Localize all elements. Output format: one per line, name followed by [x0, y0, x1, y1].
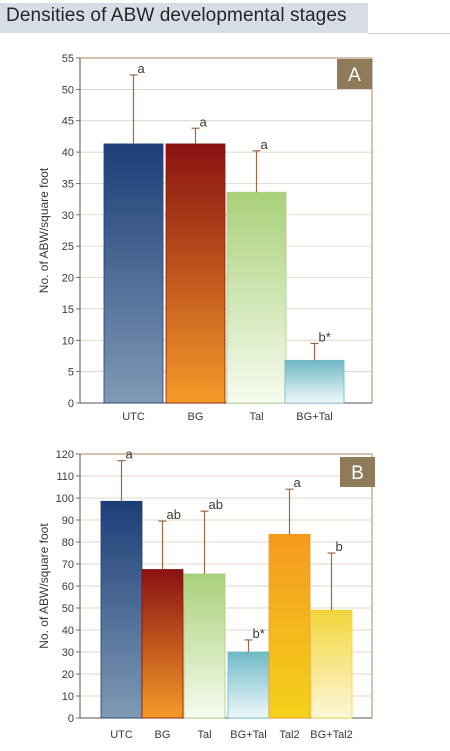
header-rule	[368, 33, 450, 34]
y-tick-label: 50	[62, 84, 74, 96]
significance-letter: a	[294, 475, 302, 490]
y-tick-label: 20	[62, 669, 74, 681]
y-tick-label: 25	[62, 241, 74, 253]
y-tick-label: 55	[62, 53, 74, 65]
figure-header: Densities of ABW developmental stages	[0, 0, 450, 42]
y-tick-label: 10	[62, 335, 74, 347]
bar-bg	[165, 143, 226, 404]
y-tick-label: 30	[62, 210, 74, 222]
y-tick-label: 100	[56, 493, 74, 505]
y-tick-label: 60	[62, 581, 74, 593]
y-tick-label: 40	[62, 625, 74, 637]
y-axis-label: No. of ABW/square foot	[37, 167, 51, 293]
significance-letter: b	[336, 539, 343, 554]
bar-utc	[100, 500, 143, 719]
bar-tal	[226, 191, 287, 404]
y-tick-label: 45	[62, 116, 74, 128]
chart-panel-b: 0 10 20 30 40 50 60 70 80 90 100 110 120 No. of ABW/s…	[37, 448, 375, 741]
bar-tal2	[268, 533, 311, 719]
y-tick-label: 80	[62, 537, 74, 549]
y-tick-label: 50	[62, 603, 74, 615]
significance-letter: a	[200, 114, 208, 129]
category-label: UTC	[122, 411, 145, 423]
y-axis-label: No. of ABW/square foot	[37, 523, 51, 649]
category-label: BG	[155, 729, 171, 741]
y-tick-label: 10	[62, 691, 74, 703]
significance-letter: a	[138, 61, 146, 76]
y-tick-label: 20	[62, 273, 74, 285]
significance-letter: b*	[253, 626, 265, 641]
category-label: Tal	[197, 729, 211, 741]
category-label: BG+Tal	[230, 729, 266, 741]
category-label: Tal	[249, 411, 263, 423]
panel-letter: B	[351, 463, 364, 484]
y-tick-label: 90	[62, 515, 74, 527]
bar-bg-plus-tal	[227, 651, 270, 719]
panel-letter: A	[348, 65, 361, 86]
bar-bg-plus-tal	[284, 359, 345, 404]
category-label: BG+Tal2	[310, 729, 353, 741]
bar-bg	[141, 569, 184, 719]
y-tick-label: 15	[62, 304, 74, 316]
y-tick-label: 70	[62, 559, 74, 571]
category-label: UTC	[110, 729, 133, 741]
y-tick-label: 0	[68, 713, 74, 725]
significance-letter: a	[126, 448, 134, 462]
panel-badge	[340, 457, 375, 487]
panel-badge	[337, 59, 372, 89]
y-tick-label: 35	[62, 178, 74, 190]
category-label: BG	[188, 411, 204, 423]
figure-title: Densities of ABW developmental stages	[6, 5, 347, 26]
significance-letter: b*	[319, 329, 331, 344]
y-tick-label: 5	[68, 367, 74, 379]
bar-tal	[183, 573, 226, 719]
y-tick-label: 30	[62, 647, 74, 659]
chart-panel-a: 0 5 10 15 20 25 30 35 40 45 50 55 No. of ABW/square …	[37, 53, 373, 423]
category-label: Tal2	[279, 729, 299, 741]
y-tick-label: 40	[62, 147, 74, 159]
significance-letter: ab	[209, 497, 223, 512]
y-tick-label: 0	[68, 398, 74, 410]
category-label: BG+Tal	[296, 411, 332, 423]
significance-letter: ab	[167, 507, 181, 522]
header-band	[0, 3, 368, 33]
y-tick-label: 120	[56, 449, 74, 461]
bar-utc	[103, 143, 164, 404]
significance-letter: a	[261, 137, 269, 152]
bar-bg-plus-tal2	[310, 609, 353, 719]
y-tick-label: 110	[56, 471, 74, 483]
